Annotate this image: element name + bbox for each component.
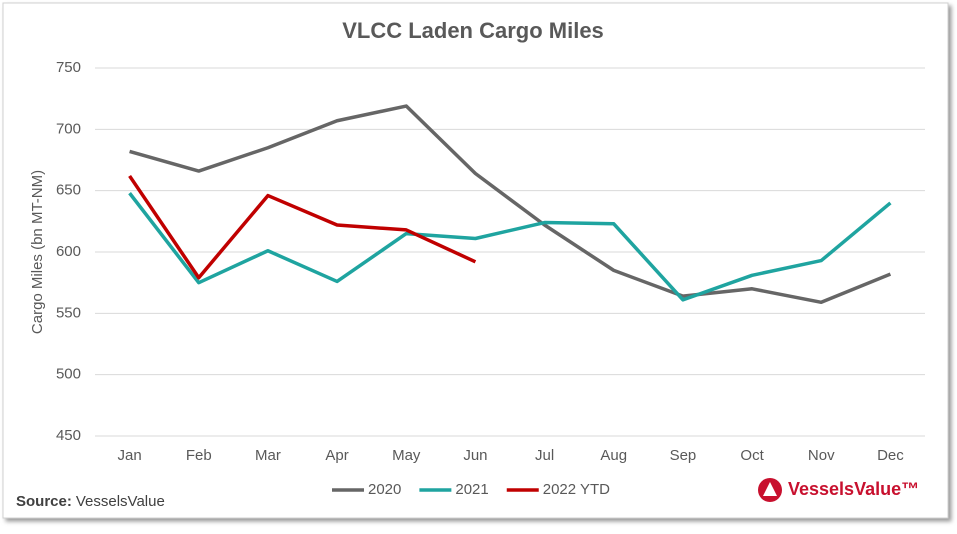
logo-icon-mark bbox=[763, 482, 777, 496]
chart-title: VLCC Laden Cargo Miles bbox=[342, 18, 604, 43]
x-tick-label: Mar bbox=[255, 447, 281, 464]
x-tick-label: Oct bbox=[740, 447, 764, 464]
x-tick-label: Feb bbox=[186, 447, 212, 464]
x-tick-label: Aug bbox=[600, 447, 627, 464]
y-tick-label: 650 bbox=[56, 182, 81, 199]
y-tick-label: 500 bbox=[56, 366, 81, 383]
legend-label: 2022 YTD bbox=[543, 481, 610, 498]
y-tick-label: 600 bbox=[56, 243, 81, 260]
line-series bbox=[128, 174, 477, 280]
line-series bbox=[128, 192, 892, 302]
x-tick-label: Apr bbox=[325, 447, 348, 464]
x-tick-label: Sep bbox=[670, 447, 697, 464]
y-tick-label: 550 bbox=[56, 304, 81, 321]
x-tick-label: Nov bbox=[808, 447, 835, 464]
line-series bbox=[129, 104, 892, 305]
legend-label: 2021 bbox=[455, 481, 488, 498]
y-tick-label: 700 bbox=[56, 120, 81, 137]
x-tick-label: Jul bbox=[535, 447, 554, 464]
source-label: Source: bbox=[16, 493, 72, 510]
x-tick-label: Jan bbox=[117, 447, 141, 464]
source: Source: VesselsValue bbox=[16, 493, 165, 510]
logo-text: VesselsValue™ bbox=[788, 479, 919, 499]
x-tick-label: Jun bbox=[463, 447, 487, 464]
y-axis-label: Cargo Miles (bn MT-NM) bbox=[29, 170, 46, 334]
x-tick-label: Dec bbox=[877, 447, 904, 464]
y-tick-label: 750 bbox=[56, 59, 81, 76]
source-text: VesselsValue bbox=[76, 493, 165, 510]
y-tick-label: 450 bbox=[56, 427, 81, 444]
x-tick-label: May bbox=[392, 447, 421, 464]
legend-label: 2020 bbox=[368, 481, 401, 498]
